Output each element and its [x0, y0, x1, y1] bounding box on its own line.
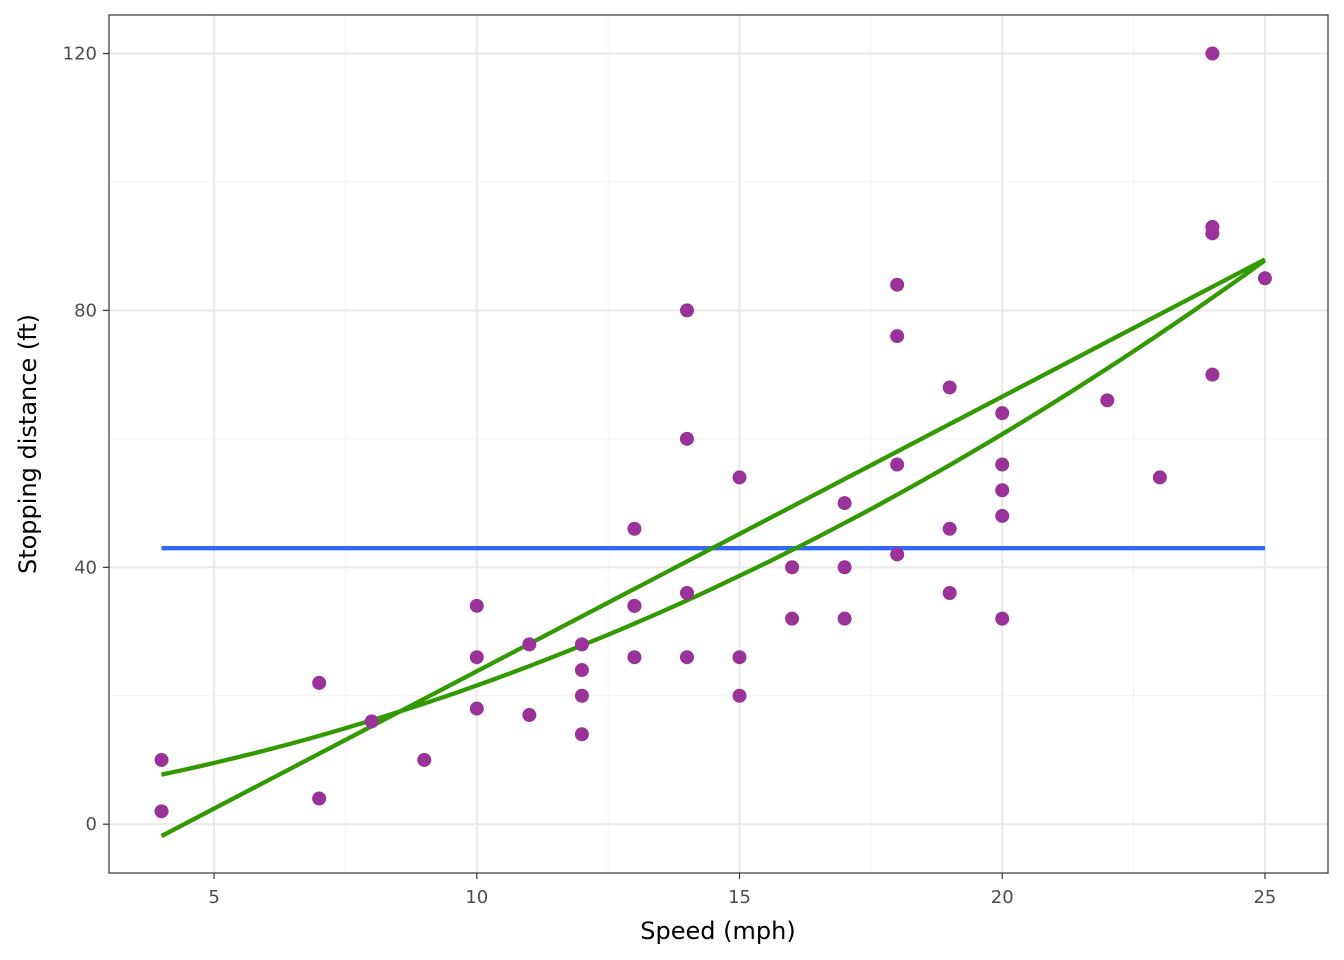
data-point [785, 560, 800, 575]
data-point [837, 611, 852, 626]
plot-panel [109, 15, 1328, 873]
data-point [417, 752, 432, 767]
data-point [890, 547, 905, 562]
data-point [154, 804, 169, 819]
data-point [995, 457, 1010, 472]
data-point [890, 457, 905, 472]
data-point [732, 470, 747, 485]
data-point [1205, 219, 1220, 234]
data-point [995, 508, 1010, 523]
x-tick-label: 10 [465, 887, 488, 908]
x-tick-label: 15 [728, 887, 751, 908]
data-point [942, 521, 957, 536]
data-point [785, 611, 800, 626]
data-point [469, 650, 484, 665]
data-point [364, 714, 379, 729]
data-point [574, 727, 589, 742]
panel-border [108, 14, 1329, 874]
x-tick-label: 5 [208, 887, 219, 908]
data-point [679, 585, 694, 600]
data-point [627, 598, 642, 613]
data-point [469, 598, 484, 613]
data-points [154, 46, 1272, 819]
data-point [1205, 46, 1220, 61]
data-point [1205, 367, 1220, 382]
data-point [679, 303, 694, 318]
data-point [312, 675, 327, 690]
y-tick-label: 40 [74, 557, 97, 578]
data-point [1100, 393, 1115, 408]
data-point [837, 560, 852, 575]
data-point [522, 637, 537, 652]
data-point [312, 791, 327, 806]
data-point [574, 637, 589, 652]
data-point [154, 752, 169, 767]
data-point [890, 277, 905, 292]
data-point [627, 521, 642, 536]
x-tick-label: 20 [991, 887, 1014, 908]
x-tick-label: 25 [1253, 887, 1276, 908]
y-axis-title: Stopping distance (ft) [14, 314, 42, 574]
data-point [679, 431, 694, 446]
data-point [522, 708, 537, 723]
y-axis: 0 40 80 120 [63, 44, 109, 835]
grid-minor [109, 15, 1328, 873]
x-axis-title: Speed (mph) [640, 917, 795, 945]
fit-lines [160, 257, 1267, 838]
data-point [1152, 470, 1167, 485]
data-point [942, 380, 957, 395]
data-point [469, 701, 484, 716]
y-tick-label: 80 [74, 300, 97, 321]
y-tick-label: 120 [63, 44, 97, 65]
x-axis: 5 10 15 20 25 [208, 873, 1276, 908]
data-point [995, 483, 1010, 498]
data-point [995, 406, 1010, 421]
data-point [995, 611, 1010, 626]
data-point [627, 650, 642, 665]
data-point [890, 329, 905, 344]
y-tick-label: 0 [86, 814, 97, 835]
data-point [1257, 271, 1272, 286]
fit-line-quadratic [161, 258, 1267, 777]
data-point [837, 496, 852, 511]
data-point [942, 585, 957, 600]
data-point [679, 650, 694, 665]
data-point [732, 688, 747, 703]
grid-major [109, 15, 1328, 873]
data-point [574, 663, 589, 678]
data-point [574, 688, 589, 703]
fit-line-linear [160, 257, 1266, 838]
data-point [732, 650, 747, 665]
